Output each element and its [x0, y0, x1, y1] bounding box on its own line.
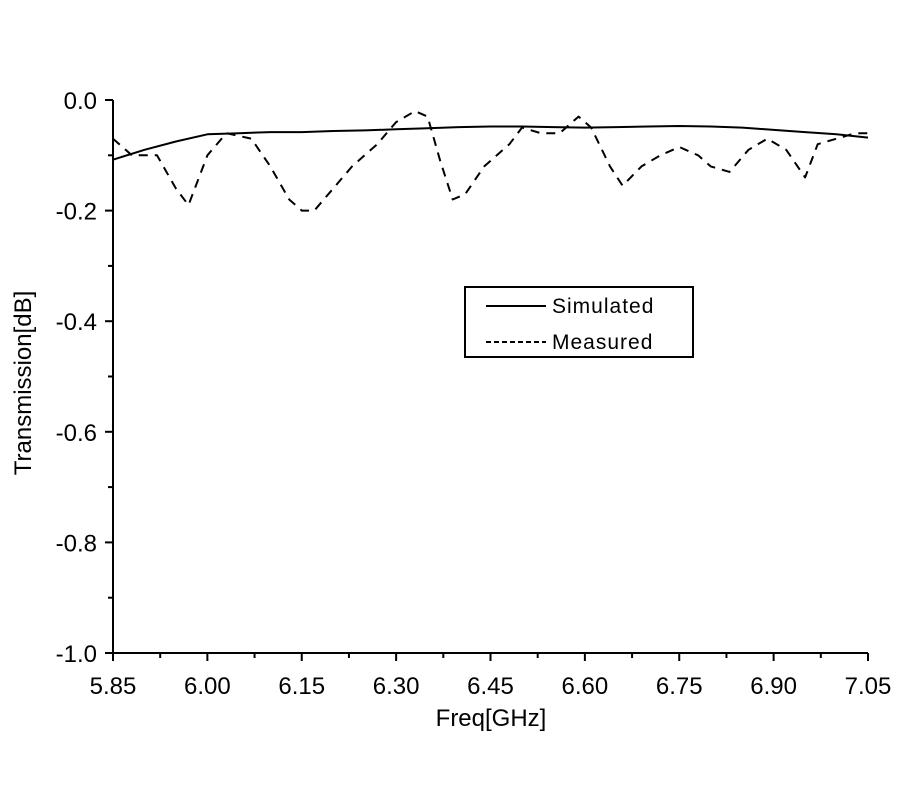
x-tick-label: 6.30	[373, 673, 420, 700]
y-tick-label: -1.0	[56, 641, 97, 668]
y-tick-label: -0.6	[56, 420, 97, 447]
x-axis-label: Freq[GHz]	[436, 705, 547, 732]
x-tick-label: 5.85	[90, 673, 137, 700]
legend-label-measured: Measured	[552, 331, 653, 354]
x-tick-label: 6.90	[750, 673, 797, 700]
y-tick-label: 0.0	[64, 88, 97, 115]
y-axis-label: Transmission[dB]	[10, 291, 37, 476]
legend: Simulated Measured	[464, 286, 694, 358]
legend-box	[464, 286, 694, 358]
x-tick-label: 6.60	[562, 673, 609, 700]
x-tick-label: 6.75	[656, 673, 703, 700]
series-line-measured	[112, 110, 868, 212]
series-layer	[112, 110, 869, 212]
axes: 5.85 6.00 6.15 6.30 6.45 6.60 6.75 6.90 7.05 0.0 -…	[56, 88, 892, 700]
x-tick-label: 6.15	[278, 673, 325, 700]
x-tick-label: 6.00	[184, 673, 231, 700]
x-tick-label: 7.05	[845, 673, 892, 700]
y-tick-label: -0.8	[56, 530, 97, 557]
x-tick-label: 6.45	[467, 673, 514, 700]
legend-label-simulated: Simulated	[552, 295, 654, 318]
series-line-simulated	[112, 125, 869, 161]
y-tick-label: -0.2	[56, 199, 97, 226]
y-tick-label: -0.4	[56, 309, 97, 336]
